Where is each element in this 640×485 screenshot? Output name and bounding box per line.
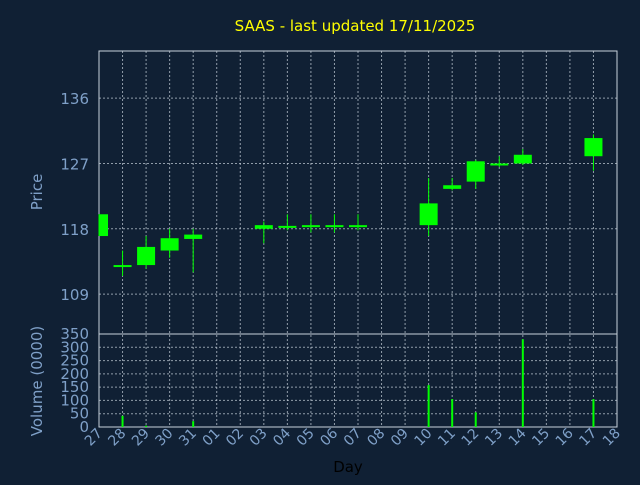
price-tick-label: 118 (60, 221, 89, 239)
day-tick-label: 10 (412, 426, 436, 450)
candle-body (184, 234, 203, 239)
day-tick-label: 15 (529, 426, 553, 450)
volume-axis-label: Volume (0000) (28, 326, 46, 436)
price-axis-label: Price (28, 174, 46, 211)
day-tick-label: 30 (153, 426, 177, 450)
candle-body (584, 138, 603, 157)
day-tick-label: 09 (388, 426, 412, 450)
volume-bar (121, 415, 124, 427)
candle (490, 156, 509, 168)
candle (419, 177, 438, 237)
candle-body (513, 154, 532, 164)
candle (466, 159, 485, 189)
candle (184, 228, 203, 273)
volume-tick-label: 300 (60, 338, 89, 356)
price-tick-label: 127 (60, 155, 89, 173)
day-tick-label: 28 (105, 426, 129, 450)
candle-body (349, 225, 367, 228)
candle (98, 214, 108, 237)
volume-bar (592, 399, 595, 427)
day-tick-label: 31 (176, 426, 200, 450)
price-tick-label: 109 (60, 286, 89, 304)
candle (443, 177, 462, 191)
day-tick-label: 07 (341, 426, 365, 450)
day-tick-label: 14 (506, 425, 530, 449)
candle-body (490, 163, 509, 166)
volume-tick-label: 100 (60, 391, 89, 409)
volume-panel-frame (98, 333, 618, 428)
volume-bar (474, 412, 477, 427)
candle-body (99, 214, 108, 237)
candle (113, 250, 132, 276)
day-tick-label: 01 (200, 426, 224, 450)
candle-body (325, 225, 344, 228)
day-tick-label: 02 (223, 426, 247, 450)
day-axis-label: Day (333, 458, 363, 476)
day-tick-label: 16 (553, 425, 577, 449)
volume-bar (521, 339, 524, 427)
volume-bars (121, 339, 595, 427)
candle-body (466, 161, 485, 182)
volume-tick-label: 150 (60, 378, 89, 396)
candle (137, 236, 156, 269)
candle (301, 214, 320, 233)
volume-bar (192, 421, 195, 427)
volume-tick-label: 0 (79, 418, 89, 436)
candle (325, 214, 344, 233)
chart-title: SAAS - last updated 17/11/2025 (235, 17, 476, 35)
candle (160, 228, 179, 258)
volume-tick-label: 200 (60, 365, 89, 383)
candle-body (419, 203, 438, 226)
candle (584, 134, 603, 171)
price-tick-label: 136 (60, 90, 89, 108)
day-tick-label: 17 (576, 426, 600, 450)
day-tick-label: 18 (600, 426, 624, 450)
candle-body (113, 265, 132, 268)
volume-tick-label: 250 (60, 352, 89, 370)
candle-body (443, 185, 462, 189)
day-tick-label: 04 (270, 425, 294, 449)
volume-bar (451, 399, 454, 427)
day-tick-label: 13 (482, 426, 506, 450)
candle (278, 214, 297, 231)
day-tick-label: 11 (435, 426, 459, 450)
candles (98, 134, 603, 276)
candle (513, 148, 532, 165)
candle-body (160, 238, 179, 251)
candle (349, 214, 367, 231)
candle-body (278, 225, 297, 228)
day-tick-label: 06 (317, 425, 341, 449)
day-tick-label: 03 (247, 426, 271, 450)
day-tick-label: 29 (129, 426, 153, 450)
candle-body (254, 225, 273, 229)
candle (254, 221, 273, 244)
volume-bar (145, 425, 148, 427)
volume-tick-label: 350 (60, 325, 89, 343)
volume-bar (427, 385, 430, 427)
candle-body (137, 246, 156, 266)
volume-tick-label: 50 (70, 405, 89, 423)
day-tick-label: 08 (364, 426, 388, 450)
candle-body (301, 225, 320, 228)
day-tick-label: 12 (459, 426, 483, 450)
day-tick-label: 05 (294, 426, 318, 450)
